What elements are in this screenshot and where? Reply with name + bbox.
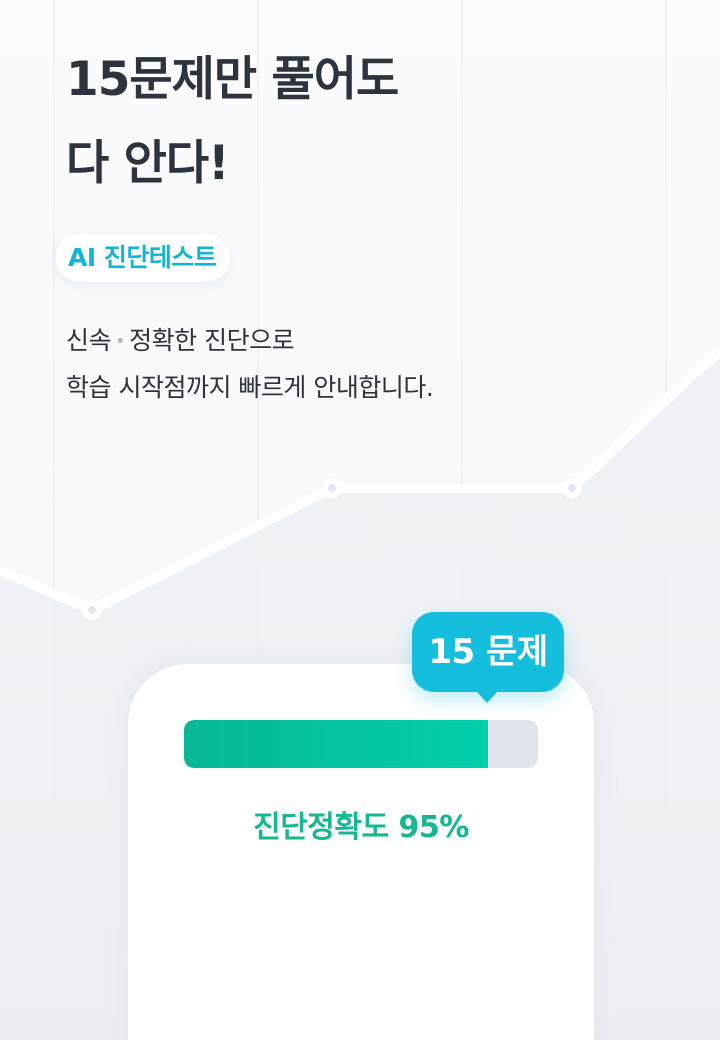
headline: 15문제만 풀어도 다 안다! (66, 38, 399, 206)
separator-dot: • (115, 331, 126, 352)
description: 신속 • 정확한 진단으로 학습 시작점까지 빠르게 안내합니다. (66, 318, 434, 411)
description-word-accurate: 정확한 진단으로 (129, 326, 295, 355)
progress-bar (184, 720, 538, 768)
question-count-bubble: 15 문제 (412, 612, 564, 703)
description-line-1: 신속 • 정확한 진단으로 (66, 318, 433, 365)
description-word-fast: 신속 (66, 326, 112, 355)
headline-line-2: 다 안다! (66, 136, 230, 191)
ai-test-tag: AI 진단테스트 (56, 234, 231, 282)
progress-fill (184, 720, 489, 768)
description-line-2: 학습 시작점까지 빠르게 안내합니다. (66, 373, 434, 402)
headline-line-1: 15문제만 풀어도 (66, 52, 399, 107)
accuracy-label: 진단정확도 95% (253, 810, 469, 845)
